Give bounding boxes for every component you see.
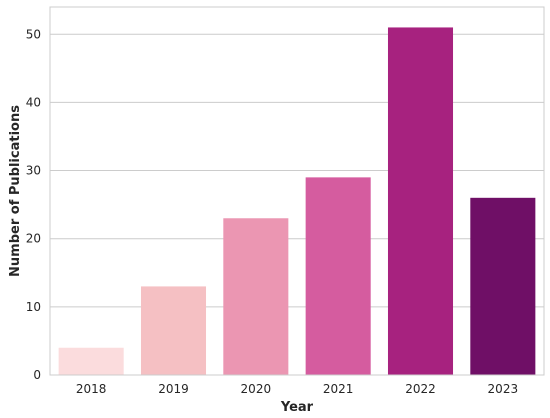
bar-2019 bbox=[140, 286, 207, 375]
y-axis-label: Number of Publications bbox=[8, 105, 23, 277]
bars bbox=[58, 27, 536, 375]
gridlines bbox=[50, 33, 544, 308]
y-tick-labels: 0 10 20 30 40 50 bbox=[26, 27, 41, 382]
x-tick-label: 2023 bbox=[488, 382, 519, 396]
y-tick-label: 50 bbox=[26, 27, 41, 41]
y-tick-label: 40 bbox=[26, 95, 41, 109]
x-axis-label: Year bbox=[280, 400, 314, 415]
x-tick-label: 2021 bbox=[323, 382, 354, 396]
bar-2021 bbox=[305, 177, 371, 375]
bar-2020 bbox=[223, 218, 289, 375]
bar-2018 bbox=[58, 347, 124, 375]
x-tick-label: 2019 bbox=[158, 382, 189, 396]
y-tick-label: 0 bbox=[33, 368, 41, 382]
bar-2022 bbox=[387, 27, 454, 375]
bar-2023 bbox=[470, 197, 536, 375]
y-tick-label: 10 bbox=[26, 300, 41, 314]
y-tick-label: 20 bbox=[26, 232, 41, 246]
x-tick-label: 2018 bbox=[76, 382, 107, 396]
x-tick-label: 2022 bbox=[405, 382, 436, 396]
x-tick-labels: 2018 2019 2020 2021 2022 2023 bbox=[76, 382, 518, 396]
x-tick-label: 2020 bbox=[241, 382, 272, 396]
y-tick-label: 30 bbox=[26, 164, 41, 178]
plot-frame bbox=[49, 6, 545, 376]
